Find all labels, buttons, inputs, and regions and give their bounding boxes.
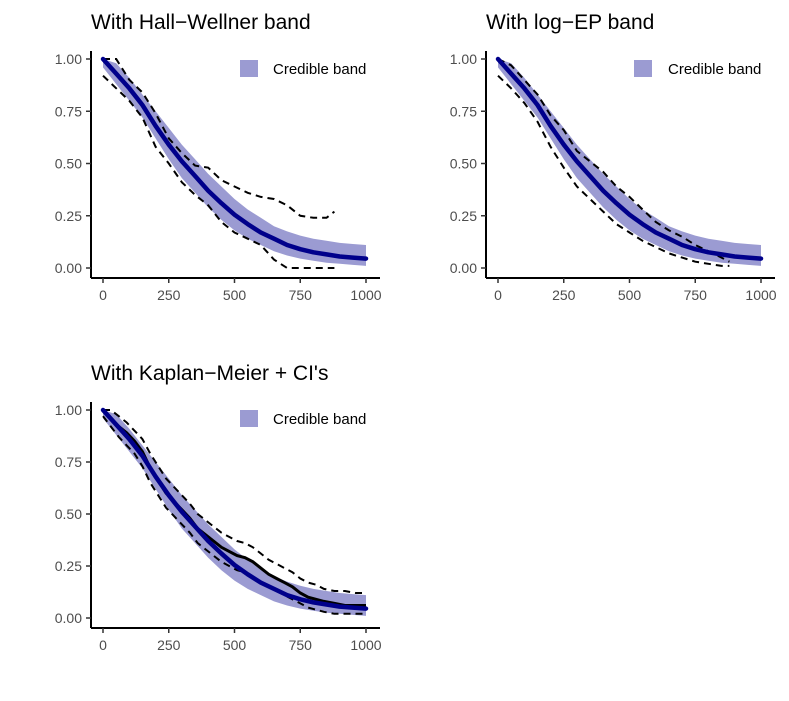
panel-title: With log−EP band [486, 11, 654, 34]
reference-band-line [103, 409, 366, 594]
posterior-median-line [100, 407, 369, 611]
posterior-median-line [100, 56, 369, 261]
plot-area [495, 56, 764, 267]
plot-area [100, 407, 369, 616]
posterior-median-line [495, 56, 764, 261]
x-tick-label: 1000 [350, 287, 381, 303]
legend-label: Credible band [668, 61, 761, 78]
y-tick-label: 1.00 [450, 51, 477, 67]
x-tick-label: 500 [223, 287, 247, 303]
axes: 0.00 0.25 0.50 0.75 1.00 0 250 500 750 1000 [450, 51, 777, 303]
legend: Credible band [634, 60, 761, 78]
y-tick-label: 0.75 [55, 103, 82, 119]
panel-kaplan-meier: With Kaplan−Meier + CI's 0.00 0.25 0.50 0.7… [55, 362, 382, 653]
reference-band-line [103, 58, 336, 219]
y-tick-label: 0.00 [450, 260, 477, 276]
y-tick-label: 0.25 [55, 558, 82, 574]
legend-label: Credible band [273, 411, 366, 428]
x-tick-label: 0 [99, 637, 107, 653]
y-tick-label: 0.75 [450, 103, 477, 119]
x-tick-label: 250 [157, 637, 181, 653]
x-tick-label: 0 [494, 287, 502, 303]
x-tick-label: 500 [223, 637, 247, 653]
reference-band-line [497, 58, 730, 263]
x-tick-label: 500 [618, 287, 642, 303]
credible-band-area [103, 410, 366, 616]
panel-title: With Hall−Wellner band [91, 11, 311, 34]
x-tick-label: 1000 [350, 637, 381, 653]
y-tick-label: 0.25 [55, 208, 82, 224]
y-tick-label: 0.50 [450, 156, 477, 172]
y-tick-label: 0.00 [55, 260, 82, 276]
x-tick-label: 250 [552, 287, 576, 303]
legend-label: Credible band [273, 61, 366, 78]
y-tick-label: 0.50 [55, 506, 82, 522]
legend-key-credible-band [634, 60, 652, 77]
panel-title: With Kaplan−Meier + CI's [91, 362, 328, 385]
legend-key-credible-band [240, 410, 258, 427]
reference-band-line [102, 415, 366, 615]
x-tick-label: 750 [289, 287, 313, 303]
axes: 0.00 0.25 0.50 0.75 1.00 0 250 500 750 1000 [55, 402, 382, 653]
y-tick-label: 0.75 [55, 454, 82, 470]
y-tick-label: 0.00 [55, 610, 82, 626]
panel-hall-wellner: With Hall−Wellner band 0.00 0.25 0.50 0.75 1… [55, 11, 382, 303]
y-tick-label: 1.00 [55, 402, 82, 418]
legend: Credible band [240, 60, 366, 78]
legend-key-credible-band [240, 60, 258, 77]
x-tick-label: 250 [157, 287, 181, 303]
axes: 0.00 0.25 0.50 0.75 1.00 0 250 500 750 1000 [55, 51, 382, 303]
x-tick-label: 1000 [745, 287, 776, 303]
plot-area [100, 56, 369, 269]
credible-band-area [103, 59, 366, 266]
y-tick-label: 1.00 [55, 51, 82, 67]
x-tick-label: 750 [289, 637, 313, 653]
reference-band-line [497, 74, 730, 267]
y-tick-label: 0.50 [55, 156, 82, 172]
panel-log-ep: With log−EP band 0.00 0.25 0.50 0.75 1.00 0 25… [450, 11, 777, 303]
x-tick-label: 750 [684, 287, 708, 303]
credible-band-area [498, 59, 761, 266]
y-tick-label: 0.25 [450, 208, 477, 224]
x-tick-label: 0 [99, 287, 107, 303]
legend: Credible band [240, 410, 366, 428]
